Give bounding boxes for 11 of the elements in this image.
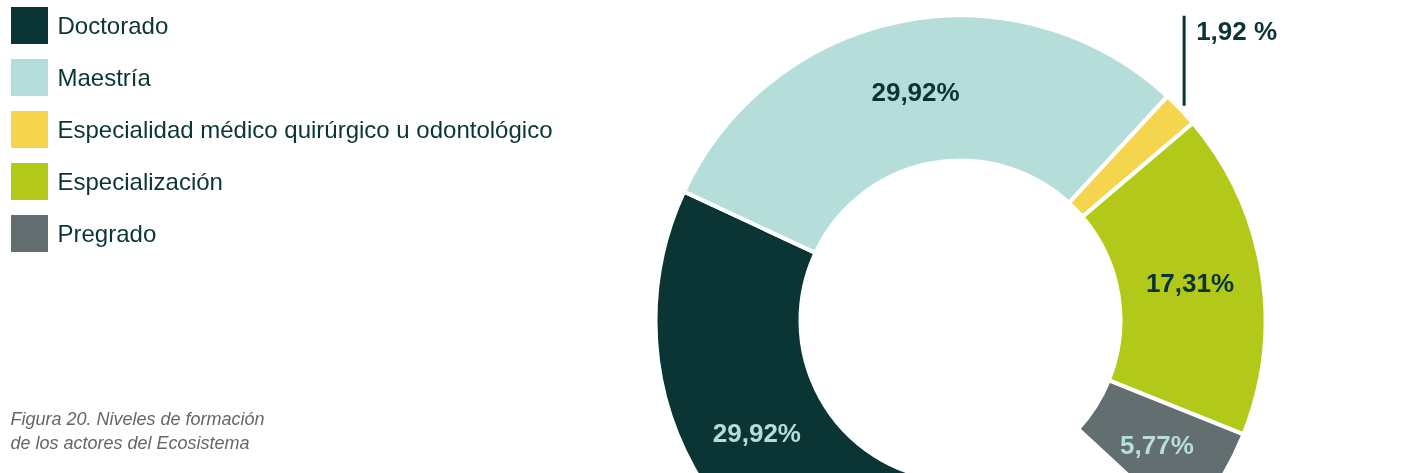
data-label: 5,77% xyxy=(1120,429,1194,460)
legend-label: Especialidad médico quirúrgico u odontológico xyxy=(57,116,553,143)
text: Figura 20. Niveles de formación de los actores del Ecosistema xyxy=(10,408,265,453)
data-label: 1,92 % xyxy=(1196,15,1278,46)
data-label: 29,92% xyxy=(712,417,801,448)
legend-label: Maestría xyxy=(57,64,152,91)
legend-label: Pregrado xyxy=(57,220,157,247)
legend-label: Especialización xyxy=(57,168,223,195)
data-label: 29,92% xyxy=(871,77,960,108)
legend-label: Doctorado xyxy=(57,12,169,39)
data-label: 17,31% xyxy=(1145,268,1235,299)
